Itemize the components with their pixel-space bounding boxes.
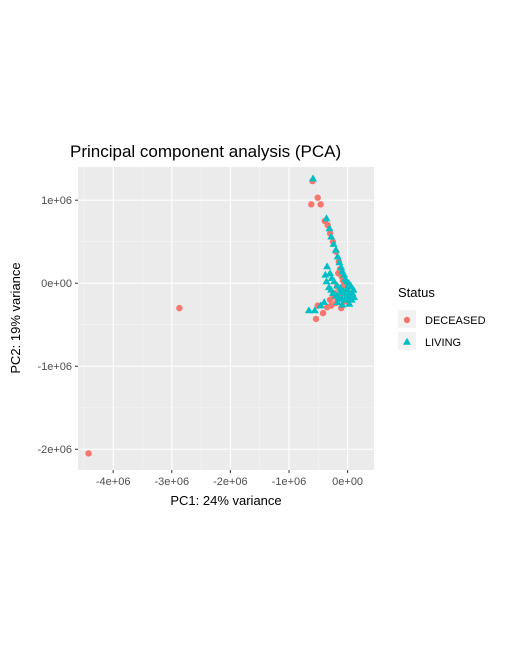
deceased-point <box>319 309 327 317</box>
legend-items: DECEASED LIVING <box>398 310 486 350</box>
y-tick-label: -1e+06 <box>37 361 72 373</box>
living-point <box>322 277 331 285</box>
living-point <box>343 284 351 291</box>
deceased-point <box>176 304 183 312</box>
living-point <box>338 300 347 308</box>
x-tick-label: -4e+06 <box>96 476 131 488</box>
living-point <box>310 306 319 314</box>
living-point <box>337 263 346 271</box>
living-point <box>331 245 340 253</box>
living-point <box>345 299 354 307</box>
living-point <box>320 298 329 305</box>
plot-panel <box>78 167 374 470</box>
living-point <box>335 258 344 266</box>
living-point <box>350 293 359 301</box>
living-point <box>336 288 344 296</box>
data-points <box>85 174 359 457</box>
legend-key-living <box>403 337 411 345</box>
y-axis-title: PC2: 19% variance <box>8 262 23 373</box>
living-point <box>333 252 342 260</box>
x-tick-label: -1e+06 <box>272 476 307 488</box>
chart-title: Principal component analysis (PCA) <box>70 142 341 161</box>
y-axis-ticks: -2e+06 -1e+06 0e+00 1e+06 <box>37 195 78 456</box>
deceased-point <box>308 201 315 208</box>
deceased-point <box>317 201 324 208</box>
y-tick-label: -2e+06 <box>37 444 72 456</box>
living-point <box>341 289 350 297</box>
living-point <box>333 281 342 289</box>
x-tick-label: -3e+06 <box>155 476 190 488</box>
x-axis-ticks: -4e+06 -3e+06 -2e+06 -1e+06 0e+00 <box>96 470 363 488</box>
deceased-point <box>335 270 342 277</box>
living-point <box>326 269 334 276</box>
living-point <box>322 214 331 222</box>
deceased-point <box>323 304 331 311</box>
deceased-point <box>85 450 92 457</box>
deceased-point <box>314 194 321 201</box>
living-point <box>304 306 313 314</box>
living-point <box>329 240 338 247</box>
living-point <box>340 270 349 278</box>
x-axis-title: PC1: 24% variance <box>170 493 281 508</box>
deceased-point <box>312 315 320 323</box>
living-point <box>327 232 336 240</box>
legend: Status DECEASED LIVING <box>398 285 486 350</box>
living-point <box>309 174 317 182</box>
legend-label-deceased: DECEASED <box>425 315 486 327</box>
living-point <box>344 279 353 286</box>
legend-label-living: LIVING <box>425 337 461 349</box>
legend-title: Status <box>398 285 435 300</box>
living-point <box>325 224 334 232</box>
living-point <box>327 274 336 281</box>
x-tick-label: -2e+06 <box>213 476 248 488</box>
living-point <box>333 298 342 305</box>
y-tick-label: 1e+06 <box>41 195 72 207</box>
major-gridlines <box>78 167 374 470</box>
y-tick-label: 0e+00 <box>41 278 72 290</box>
living-point <box>336 284 345 291</box>
x-tick-label: 0e+00 <box>332 476 363 488</box>
legend-key-deceased <box>403 316 411 324</box>
living-point <box>316 301 325 309</box>
living-point <box>323 262 332 270</box>
